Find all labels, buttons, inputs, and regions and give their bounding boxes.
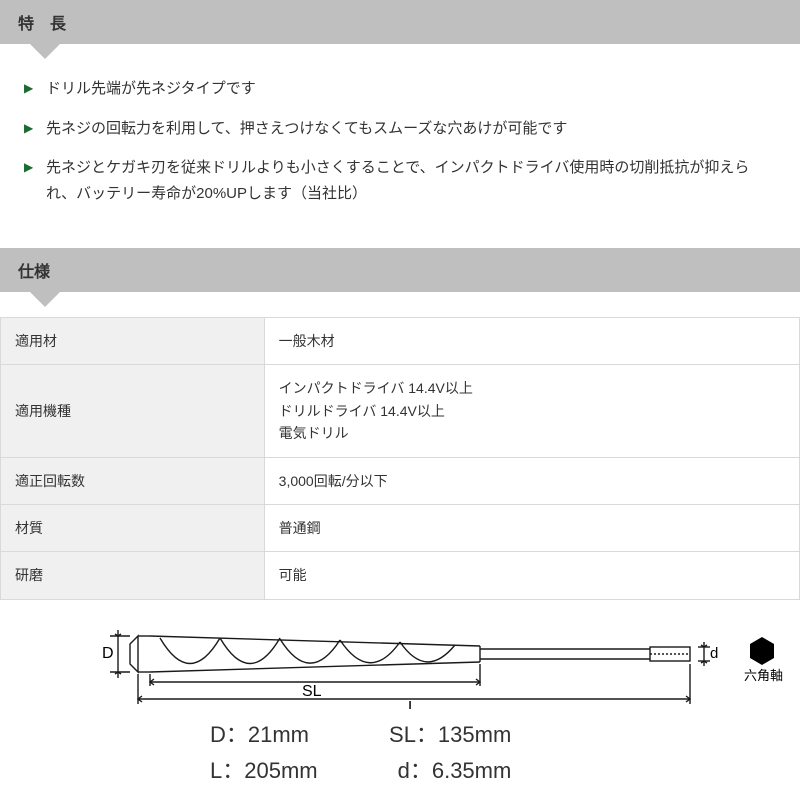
spec-value: 3,000回転/分以下 [264, 457, 799, 504]
table-row: 研磨 可能 [1, 552, 800, 599]
features-header: 特 長 [0, 0, 800, 44]
dim-SL: SL：135mm [389, 717, 511, 749]
spec-header: 仕様 [0, 248, 800, 292]
spec-label: 材質 [1, 504, 265, 551]
table-row: 材質 普通鋼 [1, 504, 800, 551]
hex-icon [750, 637, 774, 665]
diagram-label-d-big: D [102, 645, 114, 662]
drill-diagram: D d SL L 六角軸 [10, 614, 790, 709]
diagram-label-l: L [408, 699, 417, 709]
spec-label: 適用材 [1, 318, 265, 365]
spec-value: インパクトドライバ 14.4V以上ドリルドライバ 14.4V以上電気ドリル [264, 365, 799, 457]
table-row: 適用機種 インパクトドライバ 14.4V以上ドリルドライバ 14.4V以上電気ド… [1, 365, 800, 457]
dim-D: D：21mm [210, 717, 309, 749]
spec-label: 適正回転数 [1, 457, 265, 504]
table-row: 適用材 一般木材 [1, 318, 800, 365]
spec-label: 研磨 [1, 552, 265, 599]
dim-d: d：6.35mm [398, 753, 512, 785]
feature-item: 先ネジの回転力を利用して、押さえつけなくてもスムーズな穴あけが可能です [24, 116, 776, 142]
diagram-label-sl: SL [302, 683, 322, 700]
spec-value: 普通鋼 [264, 504, 799, 551]
spec-value: 一般木材 [264, 318, 799, 365]
features-title: 特 長 [18, 16, 66, 33]
diagram-area: D d SL L 六角軸 D：21mm SL：135mm L：205mm d：6… [0, 614, 800, 785]
diagram-label-d-small: d [710, 645, 718, 662]
spec-value: 可能 [264, 552, 799, 599]
table-row: 適正回転数 3,000回転/分以下 [1, 457, 800, 504]
spec-table: 適用材 一般木材 適用機種 インパクトドライバ 14.4V以上ドリルドライバ 1… [0, 317, 800, 600]
shank-label: 六角軸 [744, 668, 783, 683]
features-list: ドリル先端が先ネジタイプです 先ネジの回転力を利用して、押さえつけなくてもスムー… [0, 44, 800, 248]
dimension-row: L：205mm d：6.35mm [10, 753, 790, 785]
dim-L: L：205mm [210, 753, 318, 785]
spec-title: 仕様 [18, 264, 50, 281]
feature-item: ドリル先端が先ネジタイプです [24, 76, 776, 102]
spec-label: 適用機種 [1, 365, 265, 457]
dimension-row: D：21mm SL：135mm [10, 717, 790, 749]
feature-item: 先ネジとケガキ刃を従来ドリルよりも小さくすることで、インパクトドライバ使用時の切… [24, 155, 776, 206]
